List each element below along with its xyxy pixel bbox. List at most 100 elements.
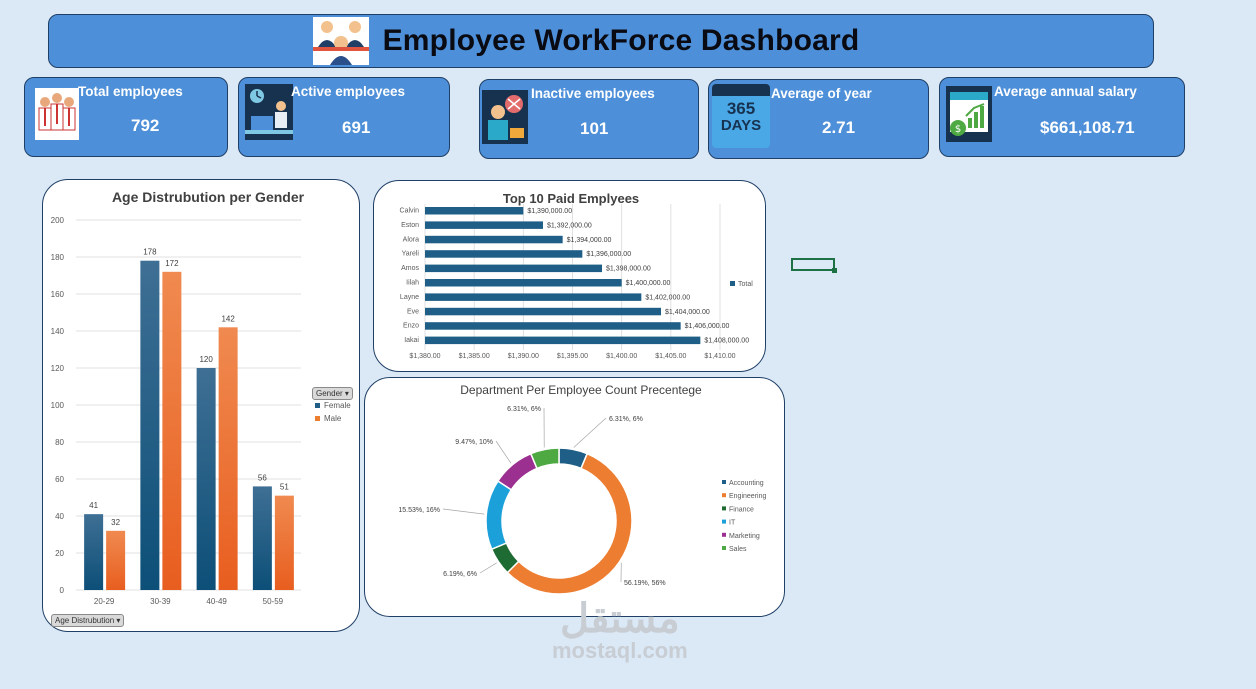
data-label: $1,404,000.00 — [665, 309, 710, 316]
x-tick-label: $1,405.00 — [655, 353, 686, 360]
legend-label: Male — [324, 414, 342, 423]
leader-line — [495, 440, 512, 464]
bar-male-50-59 — [274, 495, 294, 590]
bar-male-30-39 — [162, 271, 182, 590]
y-tick-label: Alora — [403, 236, 419, 243]
leader-line — [573, 417, 607, 448]
salary-calendar-icon: $ — [946, 86, 992, 142]
x-tick-label: 30-39 — [150, 597, 171, 606]
data-label: 6.31%, 6% — [609, 416, 643, 423]
y-tick-label: 100 — [51, 401, 65, 410]
y-tick-label: 60 — [55, 475, 64, 484]
x-tick-label: $1,390.00 — [508, 353, 539, 360]
bar-amos — [425, 264, 602, 273]
watermark: مستقل mostaql.com — [552, 598, 688, 662]
employees-icon — [35, 88, 79, 140]
calendar-days-text: DAYS — [720, 117, 762, 134]
x-tick-label: 20-29 — [94, 597, 115, 606]
leader-line — [442, 508, 485, 515]
age-distribution-filter-button[interactable]: Age Distrubution ▾ — [51, 614, 125, 627]
gender-filter-label: Gender — [316, 389, 343, 398]
watermark-latin: mostaql.com — [552, 638, 688, 663]
data-label: 142 — [221, 314, 235, 323]
data-label: $1,390,000.00 — [527, 208, 572, 215]
data-label: $1,406,000.00 — [685, 323, 730, 330]
bar-female-40-49 — [196, 368, 216, 590]
kpi-inactive-employees: Inactive employees 101 — [479, 79, 699, 159]
data-label: $1,398,000.00 — [606, 266, 651, 273]
bar-calvin — [425, 207, 524, 215]
team-icon — [313, 17, 369, 65]
data-label: $1,408,000.00 — [704, 338, 749, 345]
kpi-value: 792 — [131, 116, 160, 135]
legend-swatch — [730, 281, 735, 286]
bar-male-40-49 — [218, 327, 238, 590]
bar-female-20-29 — [84, 514, 104, 590]
data-label: 56 — [258, 473, 267, 482]
x-tick-label: $1,410.00 — [704, 353, 735, 360]
age-distribution-chart: Age Distrubution per Gender 0 20 40 60 80 100 1… — [51, 189, 352, 606]
y-tick-label: Iakai — [404, 337, 419, 344]
leader-line — [479, 562, 497, 574]
calendar-365-text: 365 — [726, 99, 756, 118]
x-tick-label: $1,385.00 — [459, 353, 490, 360]
y-tick-label: Eston — [401, 222, 419, 229]
data-label: 32 — [111, 518, 120, 527]
kpi-active-employees: Active employees 691 — [238, 77, 450, 157]
kpi-label: Active employees — [291, 84, 406, 99]
x-tick-label: 50-59 — [263, 597, 284, 606]
y-tick-label: 80 — [55, 438, 64, 447]
legend-label: IT — [729, 520, 736, 527]
donut-slice-engineering — [506, 452, 633, 595]
data-label: 6.31%, 6% — [507, 406, 541, 413]
department-donut-chart-panel: Department Per Employee Count Precentege… — [364, 377, 785, 617]
bar-layne — [425, 293, 642, 301]
x-tick-label: $1,400.00 — [606, 353, 637, 360]
data-label: $1,392,000.00 — [547, 222, 592, 229]
donut-slice-marketing — [496, 452, 538, 491]
kpi-value: 2.71 — [822, 118, 856, 137]
department-donut-chart: Department Per Employee Count Precentege… — [398, 383, 766, 595]
legend-label: Accounting — [729, 480, 764, 487]
legend-swatch — [722, 546, 726, 550]
kpi-average-annual-salary: $ Average annual salary $661,108.71 — [939, 77, 1185, 157]
x-tick-label: $1,395.00 — [557, 353, 588, 360]
gender-filter-button[interactable]: Gender ▾ — [312, 387, 353, 400]
y-tick-label: 0 — [60, 586, 65, 595]
selected-cell[interactable] — [791, 258, 837, 273]
legend-swatch — [722, 532, 726, 537]
bar-yareli — [425, 250, 583, 258]
kpi-value: $661,108.71 — [1040, 118, 1135, 137]
inactive-person-icon — [482, 90, 528, 144]
data-label: 15.53%, 16% — [398, 507, 440, 514]
legend-swatch — [722, 519, 726, 524]
bar-female-50-59 — [252, 486, 272, 590]
data-label: $1,394,000.00 — [567, 237, 612, 244]
age-filter-label: Age Distrubution — [55, 616, 115, 625]
y-tick-label: Calvin — [400, 208, 420, 215]
chart-title: Department Per Employee Count Precentege — [460, 383, 702, 397]
y-tick-label: 140 — [51, 327, 65, 336]
bar-female-30-39 — [140, 260, 160, 590]
x-tick-label: 40-49 — [206, 597, 227, 606]
x-tick-label: $1,380.00 — [409, 353, 440, 360]
kpi-label: Average of year — [771, 86, 872, 101]
data-label: 172 — [165, 259, 179, 268]
donut-slice-sales — [529, 447, 560, 470]
data-label: 120 — [199, 355, 213, 364]
data-label: 41 — [89, 501, 98, 510]
data-label: $1,402,000.00 — [645, 294, 690, 301]
legend-swatch — [722, 506, 726, 511]
bar-iilah — [425, 279, 622, 287]
data-label: $1,396,000.00 — [586, 251, 631, 258]
data-label: 56.19%, 56% — [624, 580, 666, 587]
y-tick-label: Amos — [401, 265, 419, 272]
legend-label: Sales — [729, 546, 747, 553]
kpi-value: 101 — [580, 119, 609, 138]
legend-swatch — [315, 403, 320, 408]
chart-title: Age Distrubution per Gender — [112, 189, 305, 205]
kpi-total-employees: Total employees 792 — [24, 77, 228, 157]
y-tick-label: 200 — [51, 216, 65, 225]
legend-label: Engineering — [729, 493, 766, 500]
office-worker-icon — [245, 84, 293, 140]
